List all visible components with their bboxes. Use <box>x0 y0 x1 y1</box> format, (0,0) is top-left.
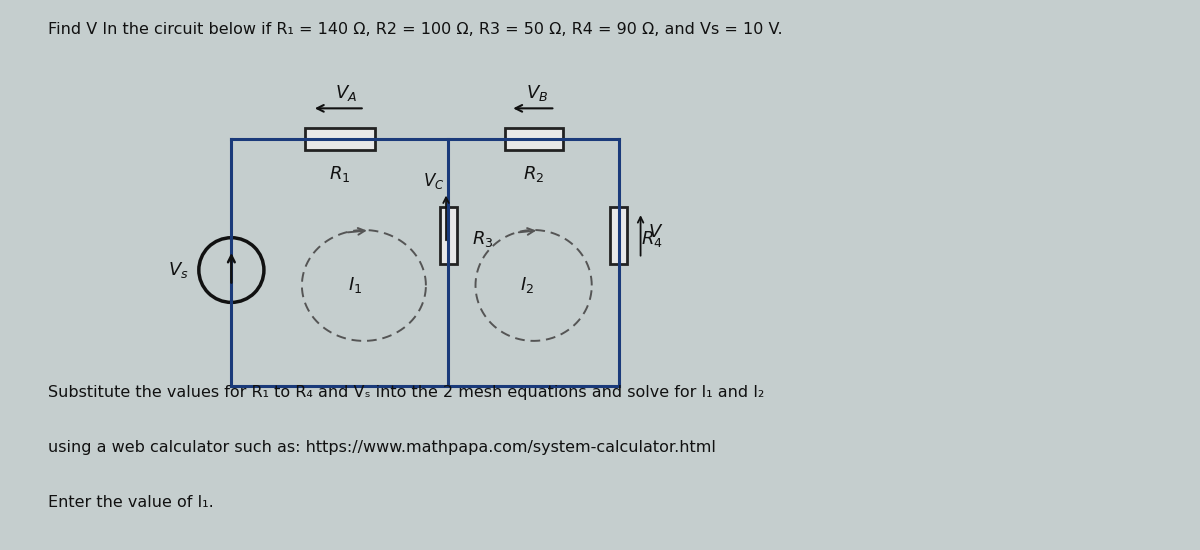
Bar <box>440 206 457 264</box>
Bar <box>504 128 563 150</box>
Text: $V_A$: $V_A$ <box>335 83 358 103</box>
Text: $R_4$: $R_4$ <box>641 229 662 249</box>
Text: Substitute the values for R₁ to R₄ and Vₛ into the 2 mesh equations and solve fo: Substitute the values for R₁ to R₄ and V… <box>48 385 764 400</box>
Text: $I_2$: $I_2$ <box>521 276 534 295</box>
Text: $V$: $V$ <box>648 223 664 240</box>
Text: Find V In the circuit below if R₁ = 140 Ω, R2 = 100 Ω, R3 = 50 Ω, R4 = 90 Ω, and: Find V In the circuit below if R₁ = 140 … <box>48 22 782 37</box>
Text: $V_B$: $V_B$ <box>527 83 548 103</box>
Text: $V_s$: $V_s$ <box>168 260 188 280</box>
Text: $R_2$: $R_2$ <box>523 164 545 184</box>
Text: $R_3$: $R_3$ <box>472 229 493 249</box>
Text: using a web calculator such as: https://www.mathpapa.com/system-calculator.html: using a web calculator such as: https://… <box>48 440 716 455</box>
Text: $R_1$: $R_1$ <box>329 164 350 184</box>
Bar <box>305 128 374 150</box>
Text: $I_1$: $I_1$ <box>348 276 361 295</box>
Text: Enter the value of I₁.: Enter the value of I₁. <box>48 495 214 510</box>
Bar <box>611 206 628 264</box>
Text: $V_C$: $V_C$ <box>424 171 444 191</box>
